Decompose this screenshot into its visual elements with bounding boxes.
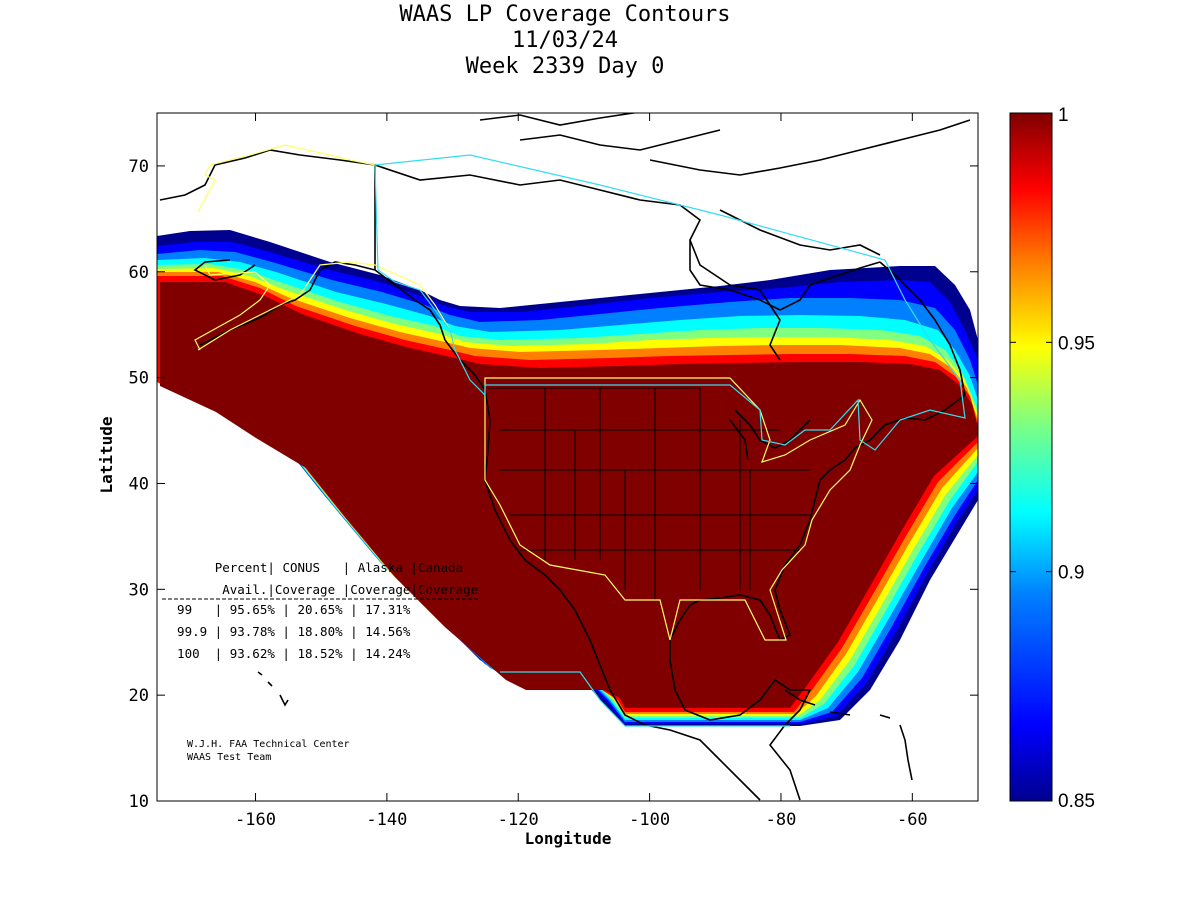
table-row: 100 | 93.62% | 18.52% | 14.24%	[162, 646, 411, 661]
y-tick-label: 20	[129, 686, 149, 706]
chart-title: WAAS LP Coverage Contours 11/03/24 Week …	[265, 2, 865, 80]
y-axis-ticks: 10 20 30 40 50 60 70	[129, 157, 978, 812]
coastline-islands	[257, 671, 913, 781]
header-canada: Canada	[418, 560, 463, 575]
title-line-3: Week 2339 Day 0	[465, 54, 665, 79]
plot-frame	[156, 112, 979, 802]
header-percent: Percent	[215, 560, 268, 575]
header-canada-coverage: Coverage	[418, 582, 478, 597]
colorbar	[1009, 112, 1053, 802]
colorbar-tick-label: 0.95	[1058, 333, 1095, 354]
y-tick-label: 70	[129, 157, 149, 177]
coastline-pacific	[444, 339, 761, 801]
header-alaska: Alaska	[358, 560, 403, 575]
y-tick-label: 10	[129, 792, 149, 812]
state-borders	[487, 387, 810, 600]
table-row: 99 | 95.65% | 20.65% | 17.31%	[162, 602, 411, 617]
coverage-statistics-table: Percent| CONUS | Alaska |Canada Avail.|C…	[162, 560, 516, 661]
header-alaska-coverage: Coverage	[350, 582, 410, 597]
colorbar-ticks: 0.85 0.9 0.95 1	[1010, 105, 1095, 812]
table-row: 99.9 | 93.78% | 18.80% | 14.56%	[162, 624, 411, 639]
x-tick-label: -60	[897, 810, 928, 830]
coverage-layer	[157, 230, 978, 726]
y-axis-label: Latitude	[97, 416, 116, 493]
x-tick-label: -160	[235, 810, 276, 830]
y-tick-label: 50	[129, 369, 149, 389]
y-tick-label: 40	[129, 474, 149, 494]
title-line-2: 11/03/24	[512, 28, 618, 53]
x-tick-label: -120	[498, 810, 539, 830]
table-rows: 99 | 95.65% | 20.65% | 17.31% 99.9 | 93.…	[162, 602, 411, 661]
colorbar-tick-label: 0.85	[1058, 791, 1095, 812]
x-tick-label: -80	[766, 810, 797, 830]
header-conus-coverage: Coverage	[275, 582, 335, 597]
table-header-1: Percent| CONUS | Alaska |Canada	[162, 560, 501, 575]
alaska-outline	[194, 144, 451, 351]
x-axis-ticks: -160 -140 -120 -100 -80 -60	[235, 113, 928, 830]
canada-outline	[374, 154, 966, 451]
credit-line-2: WAAS Test Team	[187, 752, 271, 763]
coastline-atlantic	[669, 394, 966, 801]
y-tick-label: 60	[129, 263, 149, 283]
service-area-outlines	[194, 144, 966, 727]
x-tick-label: -140	[366, 810, 407, 830]
header-conus: CONUS	[282, 560, 320, 575]
conus-outline	[484, 377, 873, 641]
x-tick-label: -100	[629, 810, 670, 830]
title-line-1: WAAS LP Coverage Contours	[399, 2, 731, 27]
credit-line-1: W.J.H. FAA Technical Center	[187, 739, 350, 750]
header-avail: Avail.	[222, 582, 267, 597]
table-header-2: Avail.|Coverage |Coverage|Coverage	[162, 582, 516, 597]
colorbar-tick-label: 0.9	[1058, 563, 1084, 584]
coastline-canada-north	[374, 113, 971, 396]
coastlines	[159, 113, 971, 801]
mexico-outline	[500, 671, 790, 727]
x-axis-label: Longitude	[525, 829, 612, 848]
colorbar-tick-label: 1	[1058, 105, 1069, 126]
y-tick-label: 30	[129, 580, 149, 600]
coastline-hudson-bay	[689, 239, 811, 461]
